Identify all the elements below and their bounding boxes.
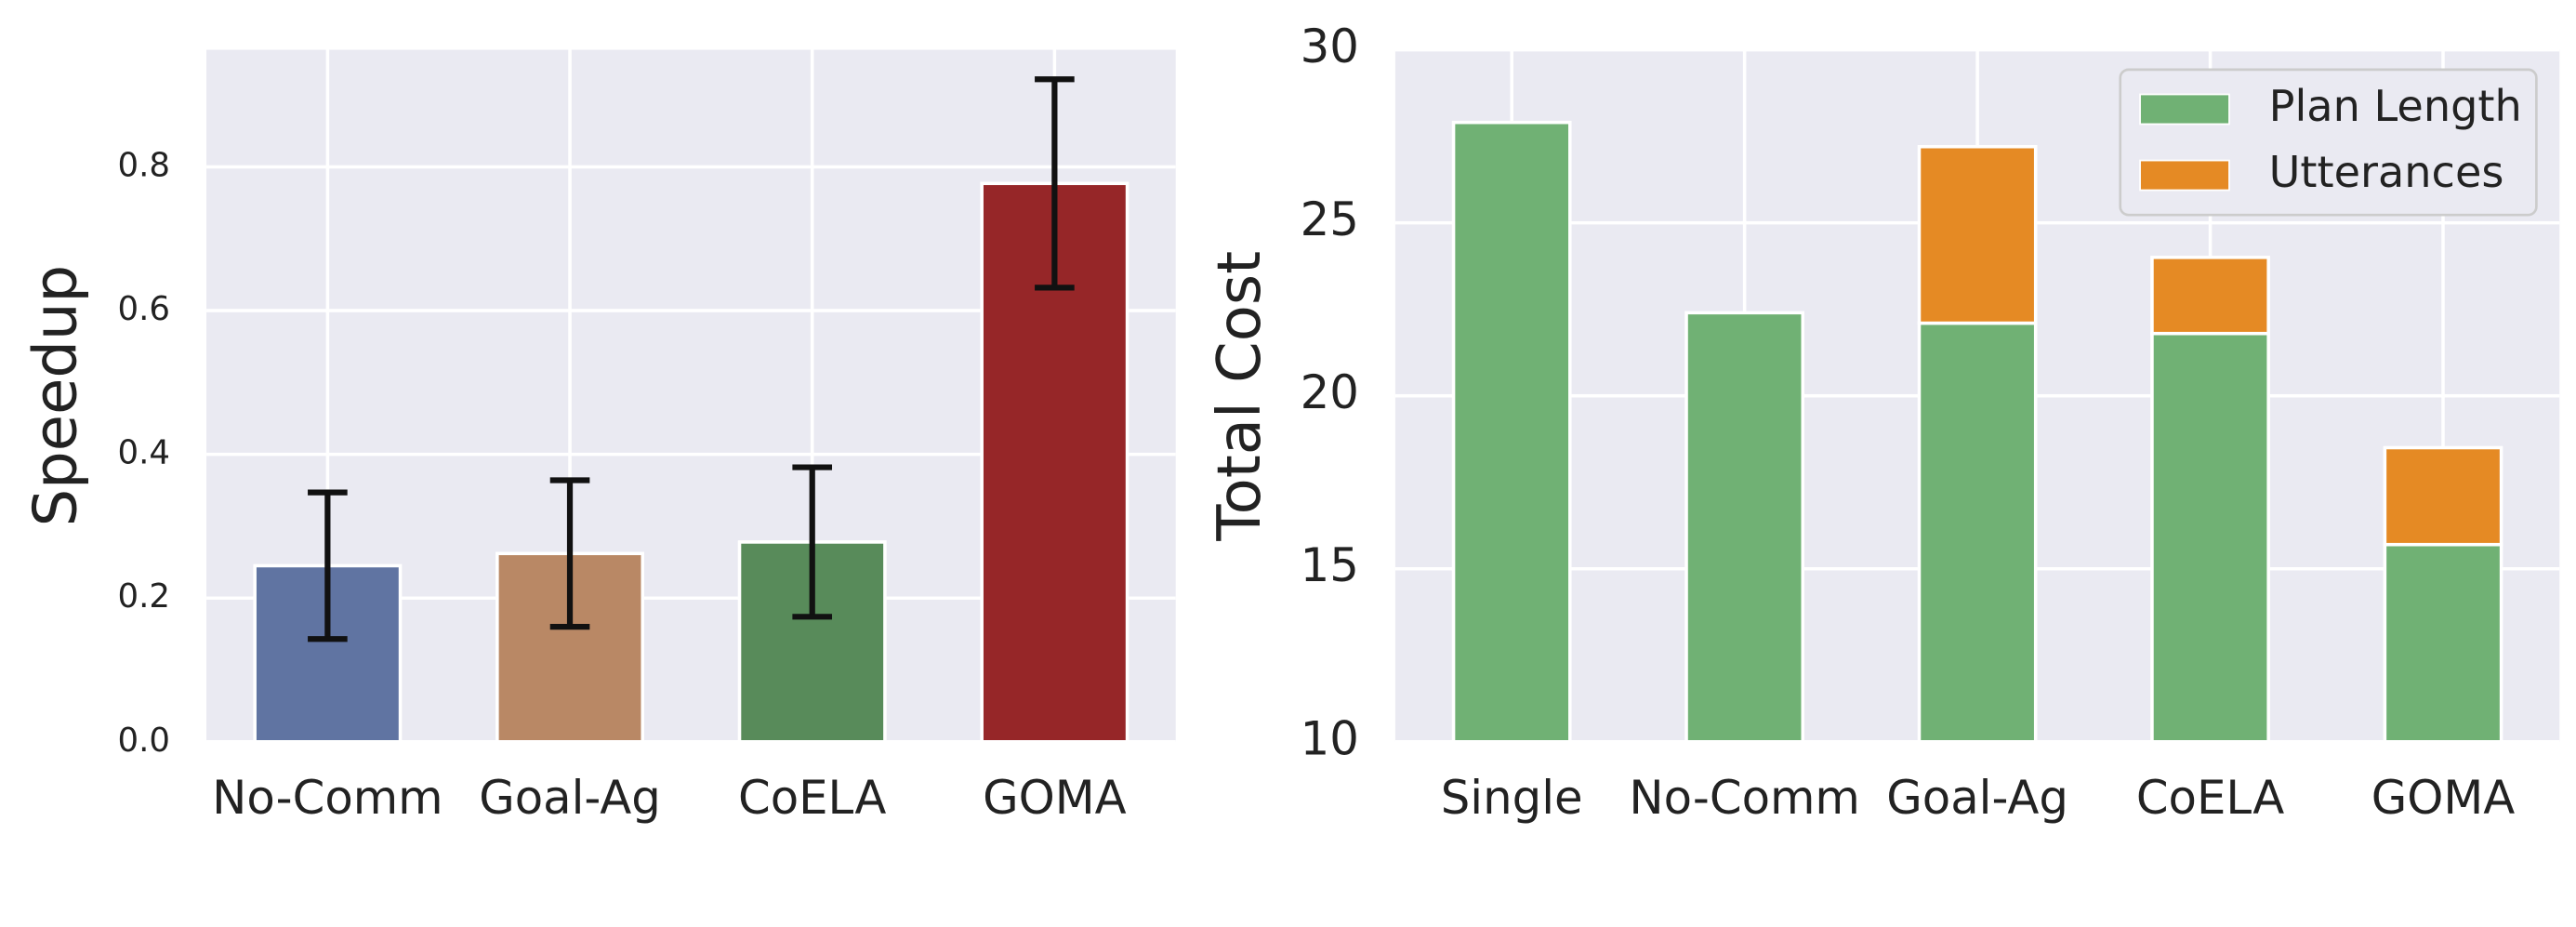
x-tick-label: Single — [1441, 771, 1583, 825]
x-tick-label: No-Comm — [212, 771, 443, 825]
x-tick-label: Goal-Ag — [1886, 771, 2068, 825]
y-tick-label: 0.2 — [117, 577, 169, 616]
y-tick-label: 30 — [1301, 20, 1359, 73]
bar-segment — [1917, 144, 2038, 325]
bar-segment — [2150, 256, 2270, 336]
x-tick-label: CoELA — [2136, 771, 2284, 825]
bar-segment — [2150, 331, 2270, 744]
x-tick-label: Goal-Ag — [479, 771, 661, 825]
y-tick-label: 20 — [1301, 365, 1359, 419]
bar-segment — [2383, 445, 2503, 547]
y-tick-label: 0.8 — [117, 147, 169, 185]
y-axis-label: Speedup — [22, 265, 91, 527]
bar-segment — [2383, 542, 2503, 744]
y-tick-label: 10 — [1301, 711, 1359, 765]
y-axis-label: Total Cost — [1206, 251, 1275, 542]
legend-swatch — [2139, 159, 2230, 192]
legend-label: Utterances — [2269, 147, 2504, 197]
x-tick-label: CoELA — [738, 771, 886, 825]
y-tick-label: 0.6 — [117, 290, 169, 328]
y-tick-label: 0.0 — [117, 722, 169, 760]
x-tick-label: No-Comm — [1629, 771, 1859, 825]
y-tick-label: 25 — [1301, 192, 1359, 246]
bar-segment — [1917, 321, 2038, 744]
bar-segment — [1684, 311, 1805, 744]
x-tick-label: GOMA — [983, 771, 1127, 825]
legend-swatch — [2139, 93, 2230, 126]
bar-segment — [1451, 120, 1572, 744]
y-tick-label: 15 — [1301, 538, 1359, 592]
x-tick-label: GOMA — [2371, 771, 2516, 825]
y-tick-label: 0.4 — [117, 434, 169, 472]
legend-label: Plan Length — [2269, 81, 2522, 131]
